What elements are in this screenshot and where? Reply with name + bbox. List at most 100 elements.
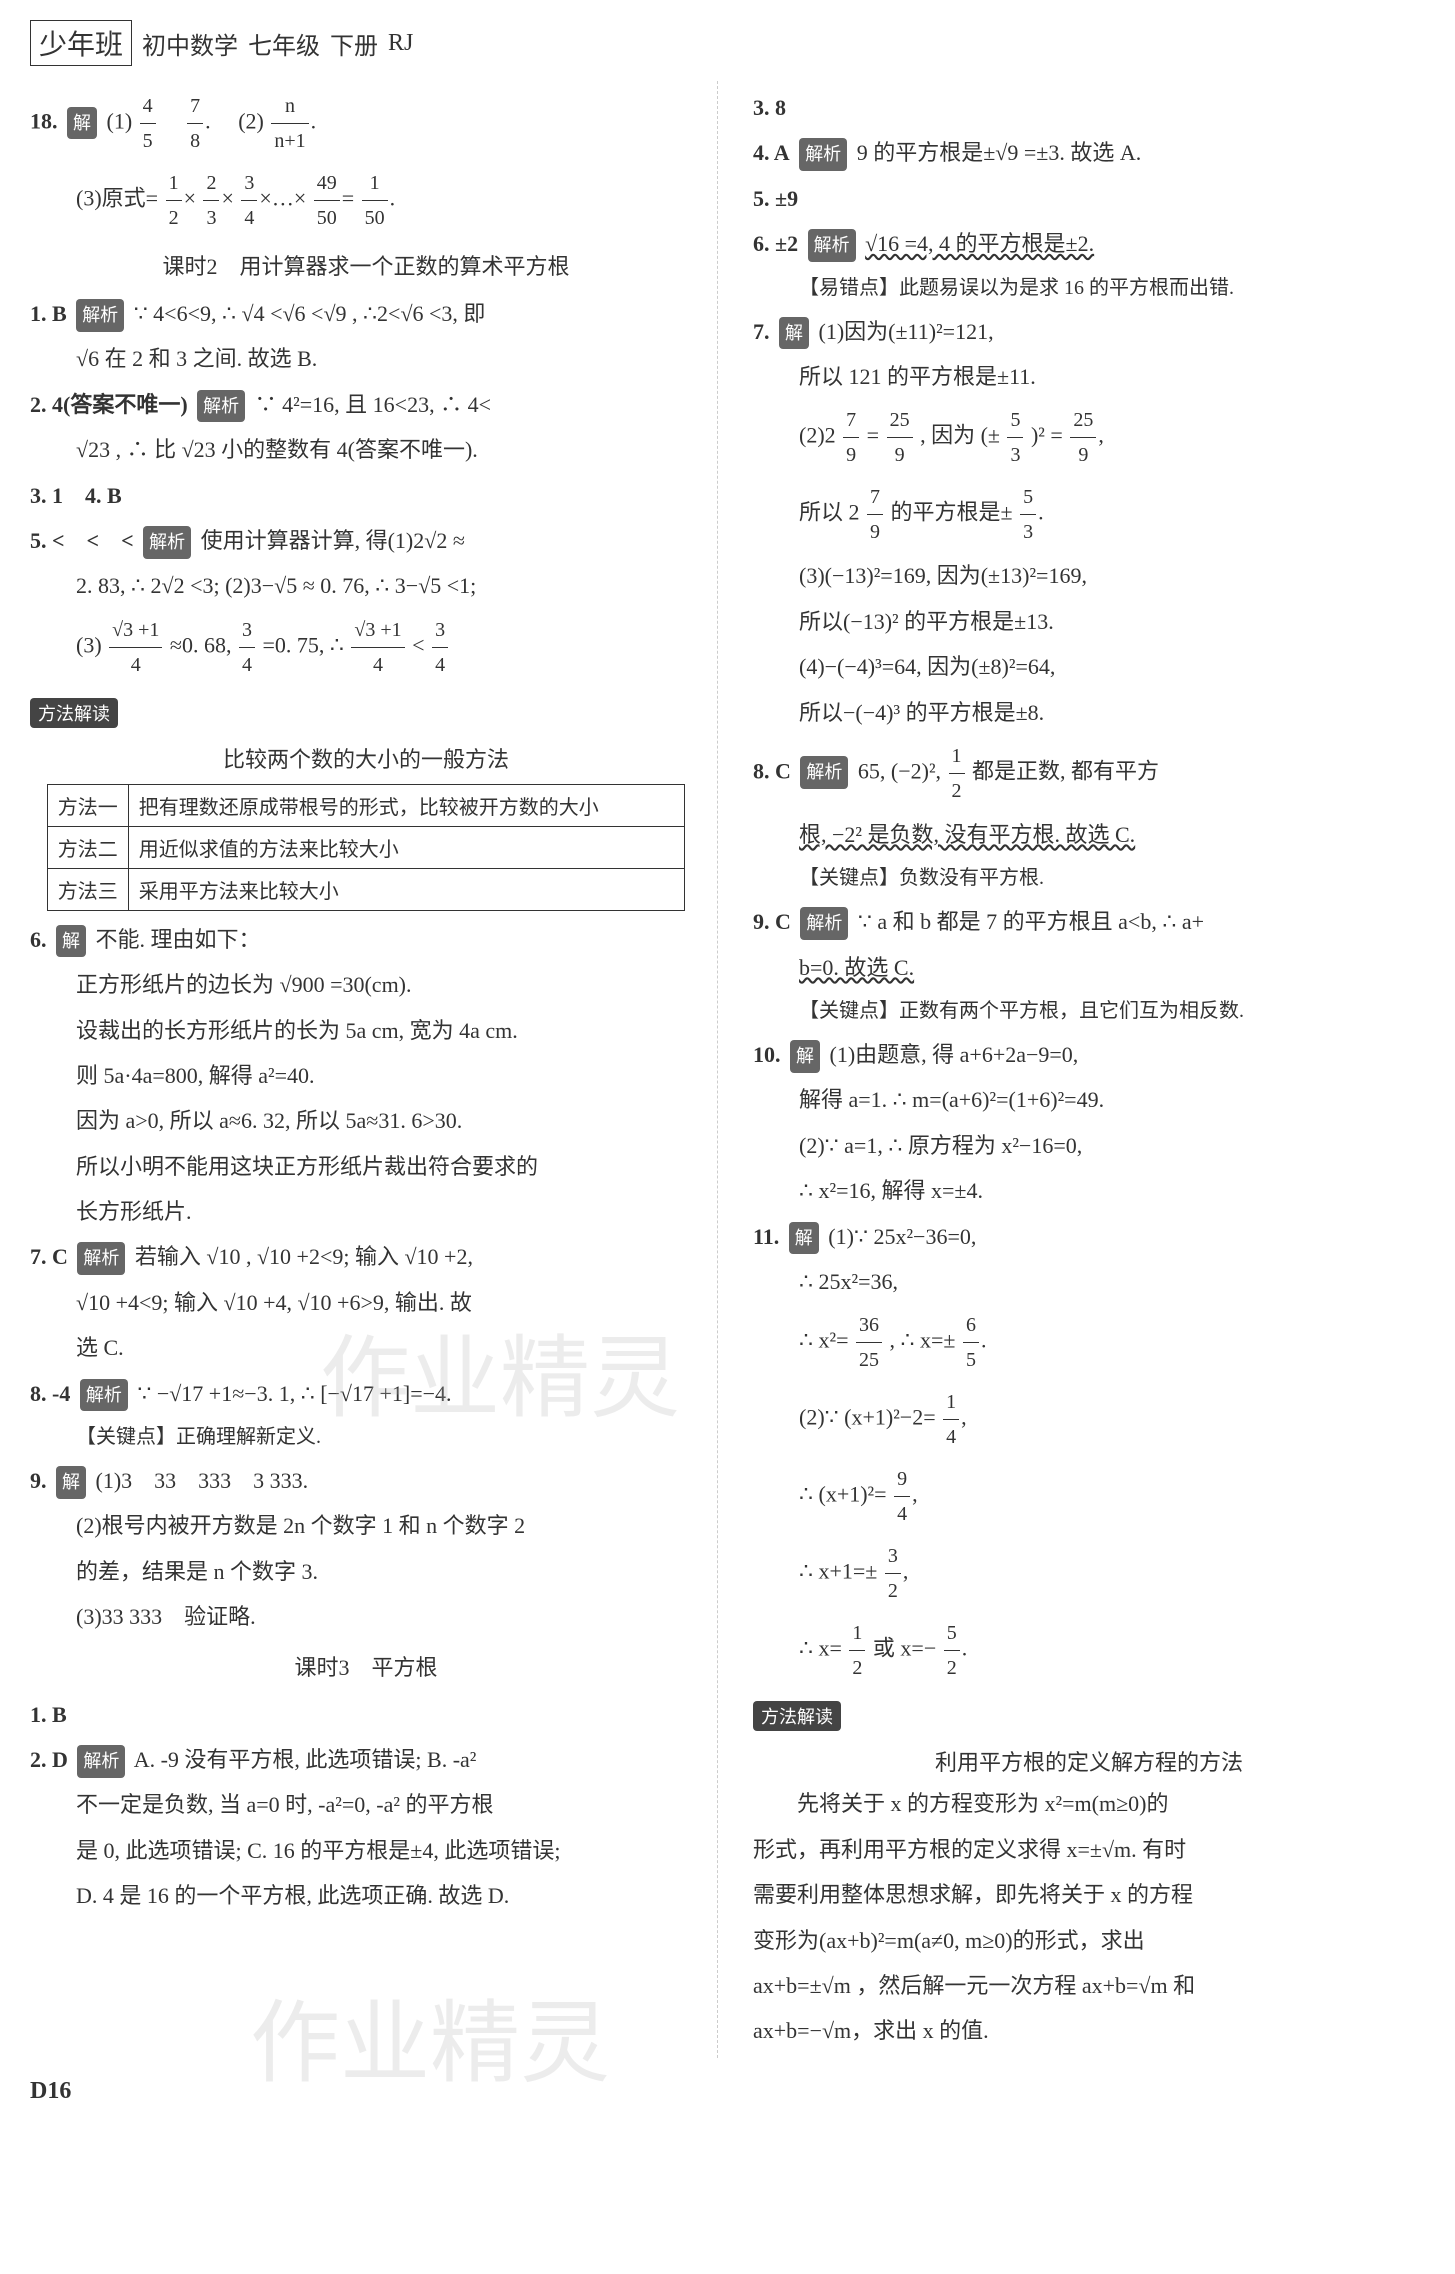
fraction: 150 xyxy=(362,166,388,235)
rq8-note: 【关键点】负数没有平方根. xyxy=(753,861,1425,895)
analysis-tag: 解析 xyxy=(800,756,848,789)
text: (2)2 xyxy=(799,423,836,448)
q7-l2: √10 +4<9; 输入 √10 +4, √10 +6>9, 输出. 故 xyxy=(30,1284,702,1321)
q5: 5. < < < 解析 使用计算器计算, 得(1)2√2 ≈ xyxy=(30,522,702,559)
text: 不能. 理由如下： xyxy=(96,927,261,952)
q-num: 10. xyxy=(753,1042,781,1067)
text: 65, (−2)², xyxy=(858,758,947,783)
rq9: 9. C 解析 ∵ a 和 b 都是 7 的平方根且 a<b, ∴ a+ xyxy=(753,903,1425,940)
rq6: 6. ±2 解析 √16 =4, 4 的平方根是±2. xyxy=(753,225,1425,262)
q1-cont: √6 在 2 和 3 之间. 故选 B. xyxy=(30,340,702,377)
text: 所以 2 xyxy=(799,500,860,525)
text: (1)由题意, 得 a+6+2a−9=0, xyxy=(830,1042,1079,1067)
lq2-l2: 不一定是负数, 当 a=0 时, -a²=0, -a² 的平方根 xyxy=(30,1786,702,1823)
rq7-l3: (2)2 79 = 259 , 因为 (± 53 )² = 259, xyxy=(753,403,1425,472)
text: 都是正数, 都有平方 xyxy=(972,758,1159,783)
text: = xyxy=(867,423,879,448)
q-num: 1. B xyxy=(30,301,67,326)
text: < xyxy=(412,632,424,657)
method-tag: 方法解读 xyxy=(30,698,118,728)
q-num: 5. ±9 xyxy=(753,186,798,211)
fraction: nn+1 xyxy=(271,89,308,158)
text: ∵ 4²=16, 且 16<23, ∴ 4< xyxy=(255,392,491,417)
analysis-tag: 解析 xyxy=(800,907,848,940)
cell: 方法二 xyxy=(47,826,128,868)
text: =0. 75, ∴ xyxy=(263,632,344,657)
rq7-l4: 所以 2 79 的平方根是± 53. xyxy=(753,480,1425,549)
solve-tag: 解 xyxy=(56,925,86,958)
fraction: 4950 xyxy=(314,166,340,235)
q-num: 3. 8 xyxy=(753,95,786,120)
q2-cont: √23 , ∴ 比 √23 小的整数有 4(答案不唯一). xyxy=(30,431,702,468)
q9: 9. 解 (1)3 33 333 3 333. xyxy=(30,1462,702,1499)
text: (1)3 33 333 3 333. xyxy=(96,1468,309,1493)
fraction: 53 xyxy=(1007,403,1023,472)
table-row: 方法一把有理数还原成带根号的形式，比较被开方数的大小 xyxy=(47,784,684,826)
text: (3)原式= xyxy=(76,186,158,211)
left-column: 18. 解 (1) 45 78. (2) nn+1. (3)原式= 12× 23… xyxy=(30,81,718,2058)
rq10: 10. 解 (1)由题意, 得 a+6+2a−9=0, xyxy=(753,1036,1425,1073)
solve-tag: 解 xyxy=(779,317,809,350)
fraction: 12 xyxy=(849,1616,865,1685)
part: (2) xyxy=(238,109,264,134)
rq7-l6: 所以(−13)² 的平方根是±13. xyxy=(753,603,1425,640)
text: A. -9 没有平方根, 此选项错误; B. -a² xyxy=(134,1747,477,1772)
q1: 1. B 解析 ∵ 4<6<9, ∴ √4 <√6 <√9 , ∴2<√6 <3… xyxy=(30,295,702,332)
fraction: 14 xyxy=(943,1385,959,1454)
part: (1) xyxy=(107,109,133,134)
text: ∴ (x+1)²= xyxy=(799,1482,887,1507)
q7: 7. C 解析 若输入 √10 , √10 +2<9; 输入 √10 +2, xyxy=(30,1238,702,1275)
fraction: 259 xyxy=(887,403,913,472)
rq9-l2: b=0. 故选 C. xyxy=(753,949,1425,986)
fraction: √3 +14 xyxy=(109,613,162,682)
text: √16 =4, 4 的平方根是±2. xyxy=(865,231,1094,256)
text: 或 x=− xyxy=(873,1636,936,1661)
section-title-2: 课时2 用计算器求一个正数的算术平方根 xyxy=(30,249,702,281)
q9-l4: (3)33 333 验证略. xyxy=(30,1598,702,1635)
rq8: 8. C 解析 65, (−2)², 12 都是正数, 都有平方 xyxy=(753,739,1425,808)
q18-line2: (3)原式= 12× 23× 34×…× 4950= 150. xyxy=(30,166,702,235)
q-num: 8. -4 xyxy=(30,1381,70,1406)
text: 9 的平方根是±√9 =±3. 故选 A. xyxy=(857,140,1142,165)
fraction: 94 xyxy=(894,1462,910,1531)
method-body: 先将关于 x 的方程变形为 x²=m(m≥0)的 xyxy=(753,1785,1425,1822)
q6-l2: 设裁出的长方形纸片的长为 5a cm, 宽为 4a cm. xyxy=(30,1012,702,1049)
rq7-l2: 所以 121 的平方根是±11. xyxy=(753,358,1425,395)
volume: 下册 xyxy=(330,26,378,61)
text: ≈0. 68, xyxy=(170,632,232,657)
analysis-tag: 解析 xyxy=(143,526,191,559)
fraction: 23 xyxy=(203,166,219,235)
text: ∵ a 和 b 都是 7 的平方根且 a<b, ∴ a+ xyxy=(858,909,1204,934)
method-tag: 方法解读 xyxy=(753,1701,841,1731)
text: ∴ x= xyxy=(799,1636,842,1661)
text: (2)∵ (x+1)²−2= xyxy=(799,1405,936,1430)
rq11: 11. 解 (1)∵ 25x²−36=0, xyxy=(753,1218,1425,1255)
method-body: 变形为(ax+b)²=m(a≠0, m≥0)的形式，求出 xyxy=(753,1922,1425,1959)
q8: 8. -4 解析 ∵ −√17 +1≈−3. 1, ∴ [−√17 +1]=−4… xyxy=(30,1375,702,1412)
text: )² = xyxy=(1031,423,1063,448)
q7-l3: 选 C. xyxy=(30,1329,702,1366)
analysis-tag: 解析 xyxy=(197,390,245,423)
q-num: 5. < < < xyxy=(30,528,134,553)
rq3: 3. 8 xyxy=(753,89,1425,126)
table-row: 方法三采用平方法来比较大小 xyxy=(47,868,684,910)
q6-l6: 长方形纸片. xyxy=(30,1193,702,1230)
grade: 七年级 xyxy=(248,26,320,61)
text: (1)因为(±11)²=121, xyxy=(819,319,994,344)
fraction: 3625 xyxy=(856,1308,882,1377)
cell: 采用平方法来比较大小 xyxy=(128,868,684,910)
analysis-tag: 解析 xyxy=(76,299,124,332)
text: , ∴ x=± xyxy=(890,1328,956,1353)
rq11-l4: (2)∵ (x+1)²−2= 14, xyxy=(753,1385,1425,1454)
cell: 方法一 xyxy=(47,784,128,826)
rq11-l2: ∴ 25x²=36, xyxy=(753,1263,1425,1300)
fraction: 12 xyxy=(949,739,965,808)
analysis-tag: 解析 xyxy=(799,138,847,171)
q-num: 8. C xyxy=(753,758,791,783)
text: b=0. 故选 C. xyxy=(799,955,914,980)
rq7-l8: 所以−(−4)³ 的平方根是±8. xyxy=(753,694,1425,731)
fraction: 34 xyxy=(239,613,255,682)
q-num: 6. ±2 xyxy=(753,231,798,256)
method-title: 比较两个数的大小的一般方法 xyxy=(30,742,702,774)
lq2-l4: D. 4 是 16 的一个平方根, 此选项正确. 故选 D. xyxy=(30,1877,702,1914)
